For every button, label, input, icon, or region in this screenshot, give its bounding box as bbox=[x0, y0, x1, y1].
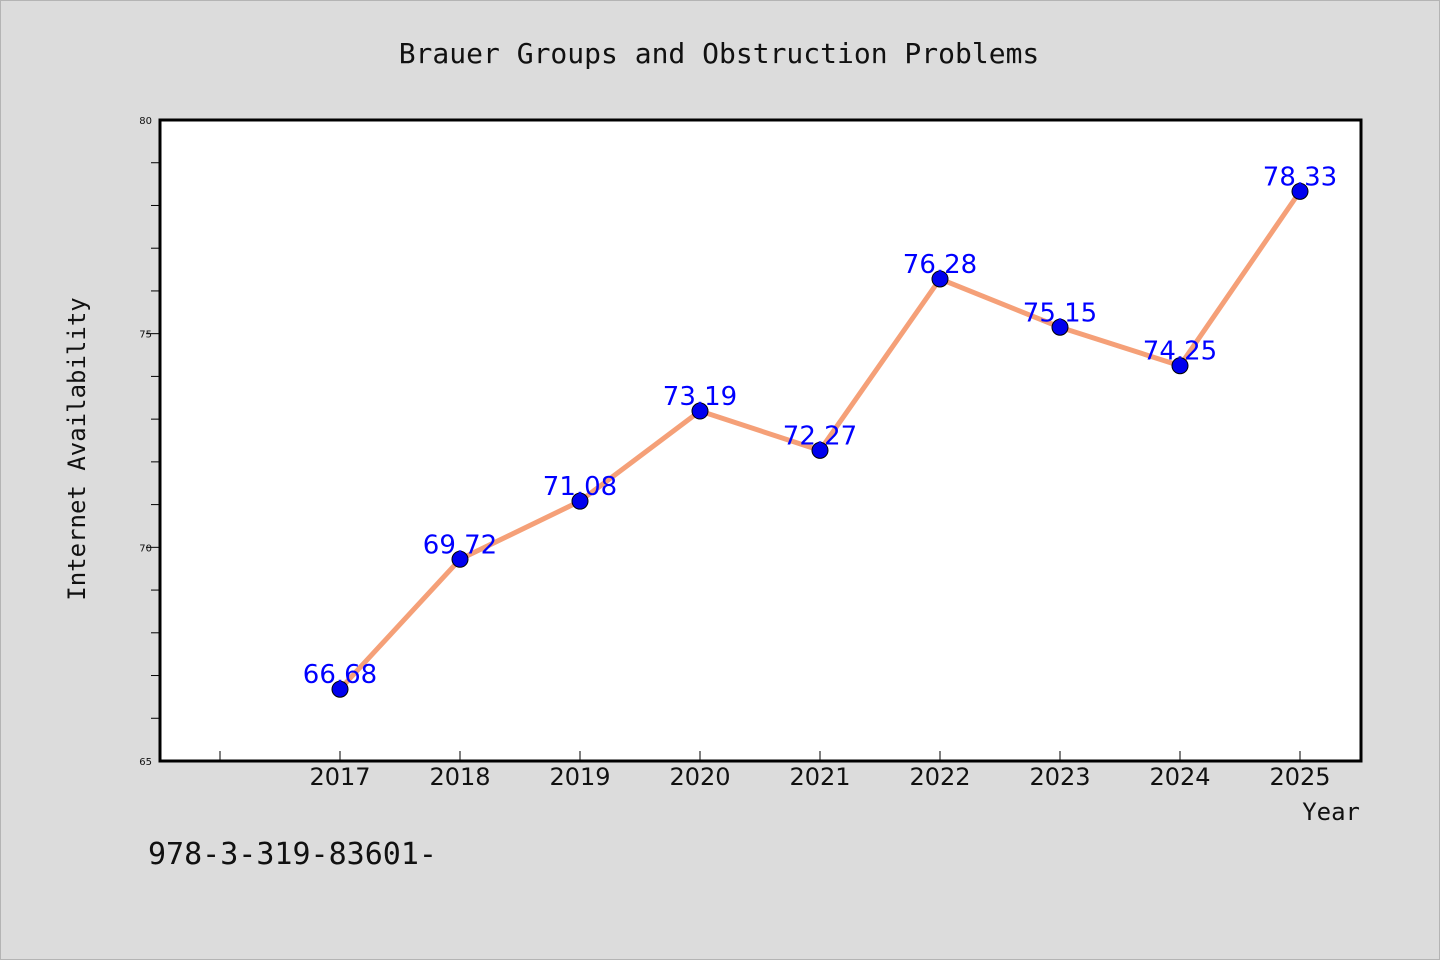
data-point bbox=[1291, 182, 1309, 200]
y-tick-label: 70 bbox=[139, 543, 152, 554]
y-tick-label: 65 bbox=[139, 757, 152, 768]
data-point bbox=[571, 492, 589, 510]
y-axis: 65 70 75 80 bbox=[139, 116, 160, 768]
data-label: 76.28 bbox=[903, 250, 977, 280]
data-point bbox=[811, 441, 829, 459]
plot-area bbox=[158, 118, 1363, 763]
x-axis-label: Year bbox=[1302, 798, 1360, 826]
x-tick-label: 2025 bbox=[1269, 763, 1330, 791]
x-tick-label: 2020 bbox=[669, 763, 730, 791]
y-tick-label: 80 bbox=[139, 116, 152, 127]
data-point bbox=[1051, 318, 1069, 336]
x-tick-label: 2022 bbox=[909, 763, 970, 791]
data-label: 75.15 bbox=[1023, 298, 1097, 328]
data-labels: 66.68 69.72 71.08 73.19 72.27 76.28 75.15 74.25… bbox=[303, 162, 1337, 690]
data-label: 66.68 bbox=[303, 660, 377, 690]
data-label: 69.72 bbox=[423, 530, 497, 560]
data-point bbox=[1171, 357, 1189, 375]
y-axis-label: Internet Availability bbox=[63, 297, 91, 600]
data-label: 72.27 bbox=[783, 421, 857, 451]
y-tick-label: 75 bbox=[139, 330, 152, 341]
data-point bbox=[451, 550, 469, 568]
data-label: 74.25 bbox=[1143, 337, 1217, 367]
footer-isbn: 978-3-319-83601- bbox=[148, 837, 437, 872]
x-tick-label: 2023 bbox=[1029, 763, 1090, 791]
chart-title: Brauer Groups and Obstruction Problems bbox=[399, 37, 1040, 70]
data-point bbox=[931, 270, 949, 288]
data-label: 78.33 bbox=[1263, 162, 1337, 192]
x-tick-label: 2017 bbox=[309, 763, 370, 791]
x-tick-label: 2018 bbox=[429, 763, 490, 791]
data-point bbox=[691, 402, 709, 420]
x-tick-label: 2021 bbox=[789, 763, 850, 791]
x-tick-label: 2019 bbox=[549, 763, 610, 791]
x-axis: 2017 2018 2019 2020 2021 2022 2023 2024 2025 bbox=[219, 751, 1331, 791]
x-tick-label: 2024 bbox=[1149, 763, 1210, 791]
series-group bbox=[331, 182, 1309, 698]
data-label: 71.08 bbox=[543, 472, 617, 502]
data-point bbox=[331, 680, 349, 698]
data-label: 73.19 bbox=[663, 382, 737, 412]
